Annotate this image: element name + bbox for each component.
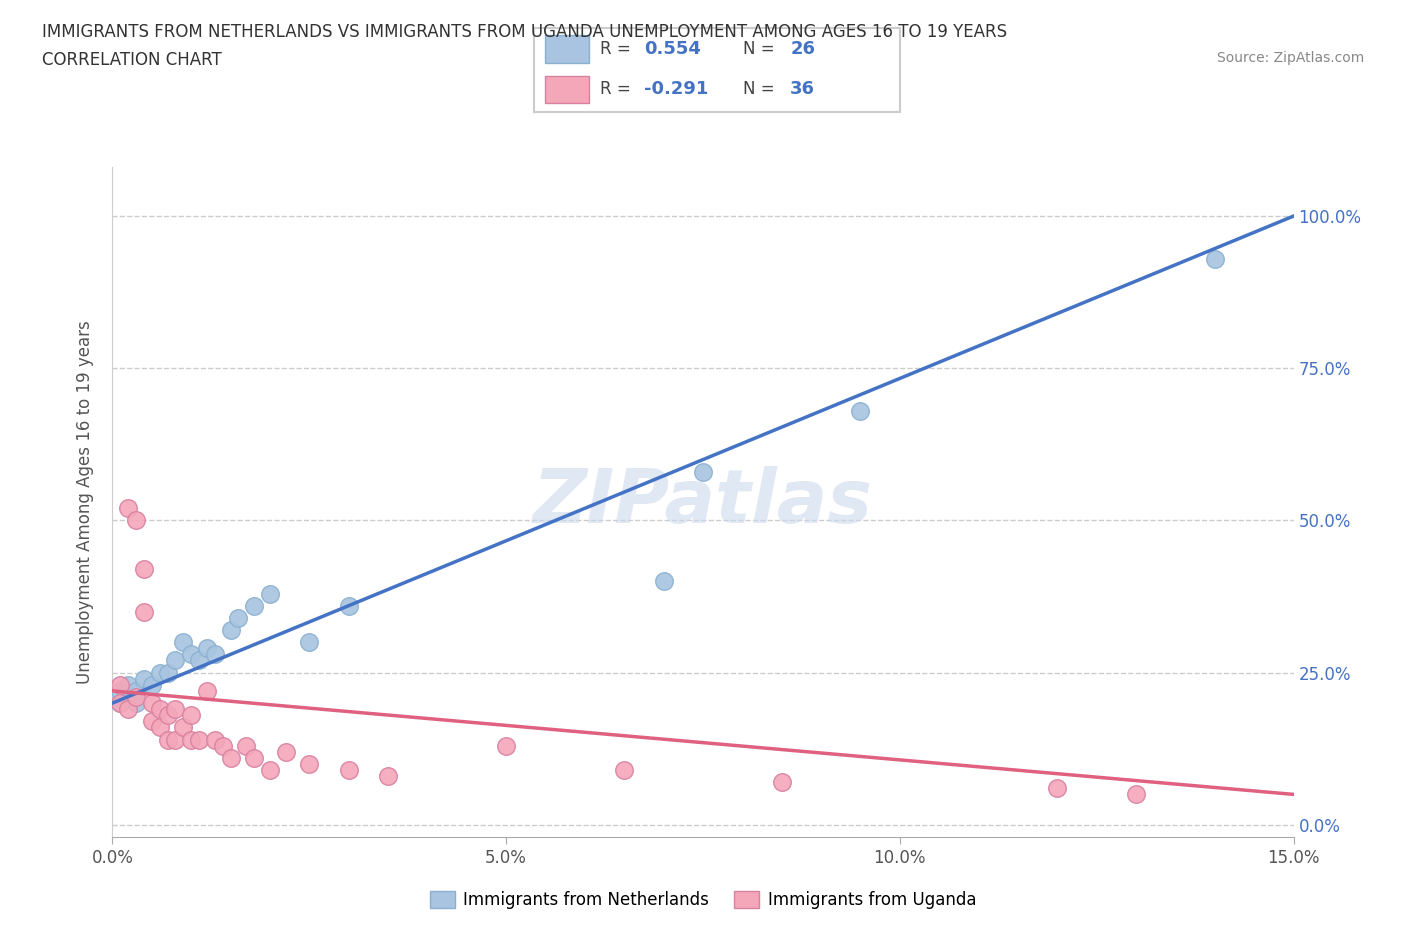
Point xyxy=(1125,787,1147,802)
Point xyxy=(692,464,714,479)
Point xyxy=(180,647,202,662)
Point xyxy=(117,501,139,516)
Point xyxy=(337,763,360,777)
Point xyxy=(1046,781,1069,796)
Point xyxy=(110,684,132,698)
Point xyxy=(211,738,233,753)
Text: N =: N = xyxy=(742,40,779,58)
Text: IMMIGRANTS FROM NETHERLANDS VS IMMIGRANTS FROM UGANDA UNEMPLOYMENT AMONG AGES 16: IMMIGRANTS FROM NETHERLANDS VS IMMIGRANT… xyxy=(42,23,1007,41)
Point xyxy=(172,720,194,735)
FancyBboxPatch shape xyxy=(534,28,900,112)
Point xyxy=(770,775,793,790)
Point xyxy=(1204,251,1226,266)
Point xyxy=(141,677,163,692)
Point xyxy=(132,671,155,686)
Point xyxy=(125,513,148,528)
Text: Source: ZipAtlas.com: Source: ZipAtlas.com xyxy=(1216,51,1364,65)
Point xyxy=(125,684,148,698)
Y-axis label: Unemployment Among Ages 16 to 19 years: Unemployment Among Ages 16 to 19 years xyxy=(76,320,94,684)
Point xyxy=(243,751,266,765)
FancyBboxPatch shape xyxy=(546,75,589,103)
Point xyxy=(235,738,257,753)
Point xyxy=(149,665,172,680)
Point xyxy=(849,404,872,418)
Point xyxy=(195,684,218,698)
Point xyxy=(298,756,321,771)
Point xyxy=(165,653,187,668)
Point xyxy=(195,641,218,656)
Text: 26: 26 xyxy=(790,40,815,58)
Point xyxy=(132,604,155,619)
Point xyxy=(141,696,163,711)
Point xyxy=(156,665,179,680)
Text: R =: R = xyxy=(600,40,636,58)
Point xyxy=(259,586,281,601)
Point xyxy=(219,751,242,765)
Point xyxy=(204,647,226,662)
Text: ZIPatlas: ZIPatlas xyxy=(533,466,873,538)
Point xyxy=(180,708,202,723)
Point xyxy=(180,732,202,747)
Point xyxy=(132,562,155,577)
Point xyxy=(165,702,187,717)
Point xyxy=(274,744,297,759)
Point xyxy=(156,708,179,723)
Point xyxy=(188,732,211,747)
Point xyxy=(125,689,148,704)
Point xyxy=(259,763,281,777)
Point xyxy=(298,635,321,650)
Point xyxy=(149,702,172,717)
Point xyxy=(156,732,179,747)
Text: -0.291: -0.291 xyxy=(644,80,709,98)
Point xyxy=(377,769,399,784)
Point xyxy=(337,598,360,613)
Point xyxy=(110,677,132,692)
Point xyxy=(172,635,194,650)
Point xyxy=(117,677,139,692)
Text: 36: 36 xyxy=(790,80,815,98)
Point xyxy=(125,696,148,711)
Text: N =: N = xyxy=(742,80,779,98)
Point xyxy=(228,610,250,625)
Point xyxy=(165,732,187,747)
Text: 0.554: 0.554 xyxy=(644,40,700,58)
Point xyxy=(613,763,636,777)
Point xyxy=(188,653,211,668)
Point xyxy=(495,738,517,753)
Text: R =: R = xyxy=(600,80,636,98)
Point xyxy=(149,720,172,735)
Text: CORRELATION CHART: CORRELATION CHART xyxy=(42,51,222,69)
Point xyxy=(243,598,266,613)
Point xyxy=(652,574,675,589)
Legend: Immigrants from Netherlands, Immigrants from Uganda: Immigrants from Netherlands, Immigrants … xyxy=(423,884,983,916)
Point xyxy=(219,622,242,637)
Point xyxy=(110,696,132,711)
FancyBboxPatch shape xyxy=(546,35,589,63)
Point xyxy=(117,702,139,717)
Point xyxy=(110,696,132,711)
Point xyxy=(204,732,226,747)
Point xyxy=(117,689,139,704)
Point xyxy=(141,714,163,729)
